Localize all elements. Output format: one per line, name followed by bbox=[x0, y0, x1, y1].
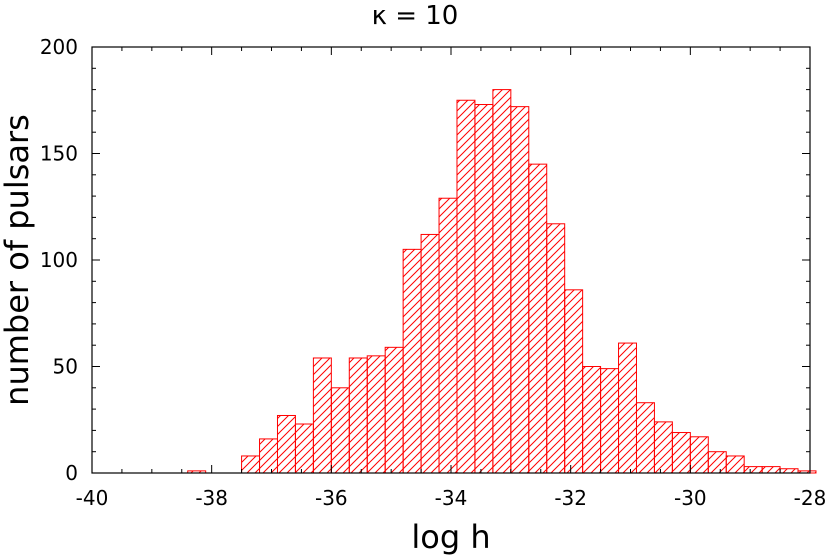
x-tick-label: -36 bbox=[315, 486, 348, 510]
y-tick-label: 50 bbox=[53, 355, 78, 379]
histogram-bar bbox=[510, 106, 530, 474]
plot-frame bbox=[91, 46, 811, 474]
histogram-bar bbox=[671, 432, 691, 474]
histogram-bar bbox=[779, 468, 799, 474]
histogram-bar bbox=[725, 455, 745, 474]
histogram-bar bbox=[348, 357, 368, 474]
histogram-bar bbox=[456, 99, 476, 474]
chart-title: κ = 10 bbox=[372, 1, 459, 31]
histogram-bar bbox=[635, 402, 655, 474]
histogram-bar bbox=[564, 289, 584, 474]
x-tick-label: -32 bbox=[554, 486, 587, 510]
histogram-bar bbox=[618, 342, 637, 474]
histogram-bar bbox=[241, 455, 261, 474]
histogram-bar bbox=[528, 163, 548, 474]
x-axis-label: log h bbox=[411, 518, 490, 556]
x-tick-label: -34 bbox=[435, 486, 468, 510]
histogram-bar bbox=[259, 438, 278, 474]
x-axis-ticks: -40 -38 -36 -34 -32 -30 -28 bbox=[76, 47, 827, 510]
histogram-bar bbox=[438, 197, 458, 474]
x-tick-label: -40 bbox=[76, 486, 109, 510]
x-tick-label: -38 bbox=[195, 486, 228, 510]
histogram-bar bbox=[743, 466, 763, 474]
histogram-bar bbox=[546, 223, 566, 474]
histogram-bar bbox=[653, 421, 673, 474]
histogram-bar bbox=[474, 104, 494, 474]
histogram-bar bbox=[402, 248, 422, 474]
y-axis-label: number of pulsars bbox=[0, 114, 36, 406]
histogram-bar bbox=[330, 387, 350, 474]
histogram-bar bbox=[600, 368, 620, 474]
histogram-bar bbox=[384, 346, 404, 474]
y-axis-ticks: 0 50 100 150 200 bbox=[40, 35, 810, 485]
y-tick-label: 150 bbox=[40, 142, 78, 166]
histogram-bar bbox=[312, 357, 332, 474]
histogram-bar bbox=[366, 355, 386, 474]
histogram-bar bbox=[689, 436, 709, 474]
x-tick-label: -30 bbox=[674, 486, 707, 510]
histogram-bar bbox=[761, 466, 781, 474]
histogram-bar bbox=[707, 451, 727, 474]
histogram-bar bbox=[492, 89, 512, 474]
histogram-bar bbox=[420, 233, 440, 474]
y-tick-label: 200 bbox=[40, 35, 78, 59]
y-tick-label: 100 bbox=[40, 248, 78, 272]
histogram-bar bbox=[582, 366, 602, 474]
histogram-bars bbox=[187, 89, 817, 474]
histogram-bar bbox=[276, 414, 296, 474]
histogram-bar bbox=[294, 423, 314, 474]
x-tick-label: -28 bbox=[794, 486, 827, 510]
y-tick-label: 0 bbox=[65, 461, 78, 485]
